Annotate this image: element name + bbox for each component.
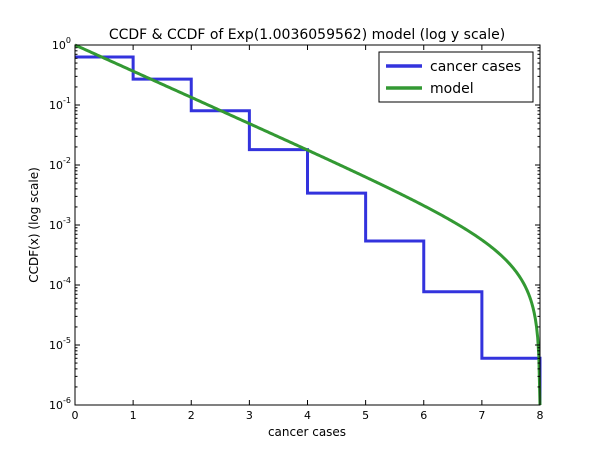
y-axis-label: CCDF(x) (log scale) (27, 167, 41, 283)
x-axis-label: cancer cases (268, 425, 346, 439)
y-tick-label: 10-6 (49, 396, 71, 412)
plot-frame (74, 44, 541, 406)
chart-title: CCDF & CCDF of Exp(1.0036059562) model (… (109, 27, 505, 43)
x-tick-label: 0 (72, 409, 79, 422)
x-tick-label: 2 (188, 409, 195, 422)
data-layer (74, 43, 542, 406)
x-tick-label: 5 (362, 409, 369, 422)
legend: cancer cases model (378, 51, 534, 103)
x-tick-label: 3 (246, 409, 253, 422)
y-tick-label: 10-3 (49, 216, 71, 232)
legend-box (378, 51, 534, 103)
x-tick-label: 4 (304, 409, 311, 422)
y-tick-label: 10-1 (49, 96, 71, 112)
series-line-model (74, 43, 542, 406)
y-tick-label: 10-2 (49, 156, 71, 172)
series-line-cancer-cases (75, 55, 542, 405)
y-tick-label: 10-4 (49, 276, 71, 292)
x-tick-label: 1 (130, 409, 137, 422)
y-tick-label: 100 (52, 36, 71, 52)
legend-label-cancer-cases: cancer cases (430, 59, 521, 75)
x-tick-label: 7 (478, 409, 485, 422)
x-tick-label: 6 (420, 409, 427, 422)
y-tick-label: 10-5 (49, 336, 71, 352)
legend-label-model: model (430, 81, 474, 97)
x-tick-label: 8 (537, 409, 544, 422)
ticks-layer: 0 1 2 3 4 5 6 7 8 100 10-1 10-2 10-3 10-4 10-5 10-6 (49, 36, 543, 422)
